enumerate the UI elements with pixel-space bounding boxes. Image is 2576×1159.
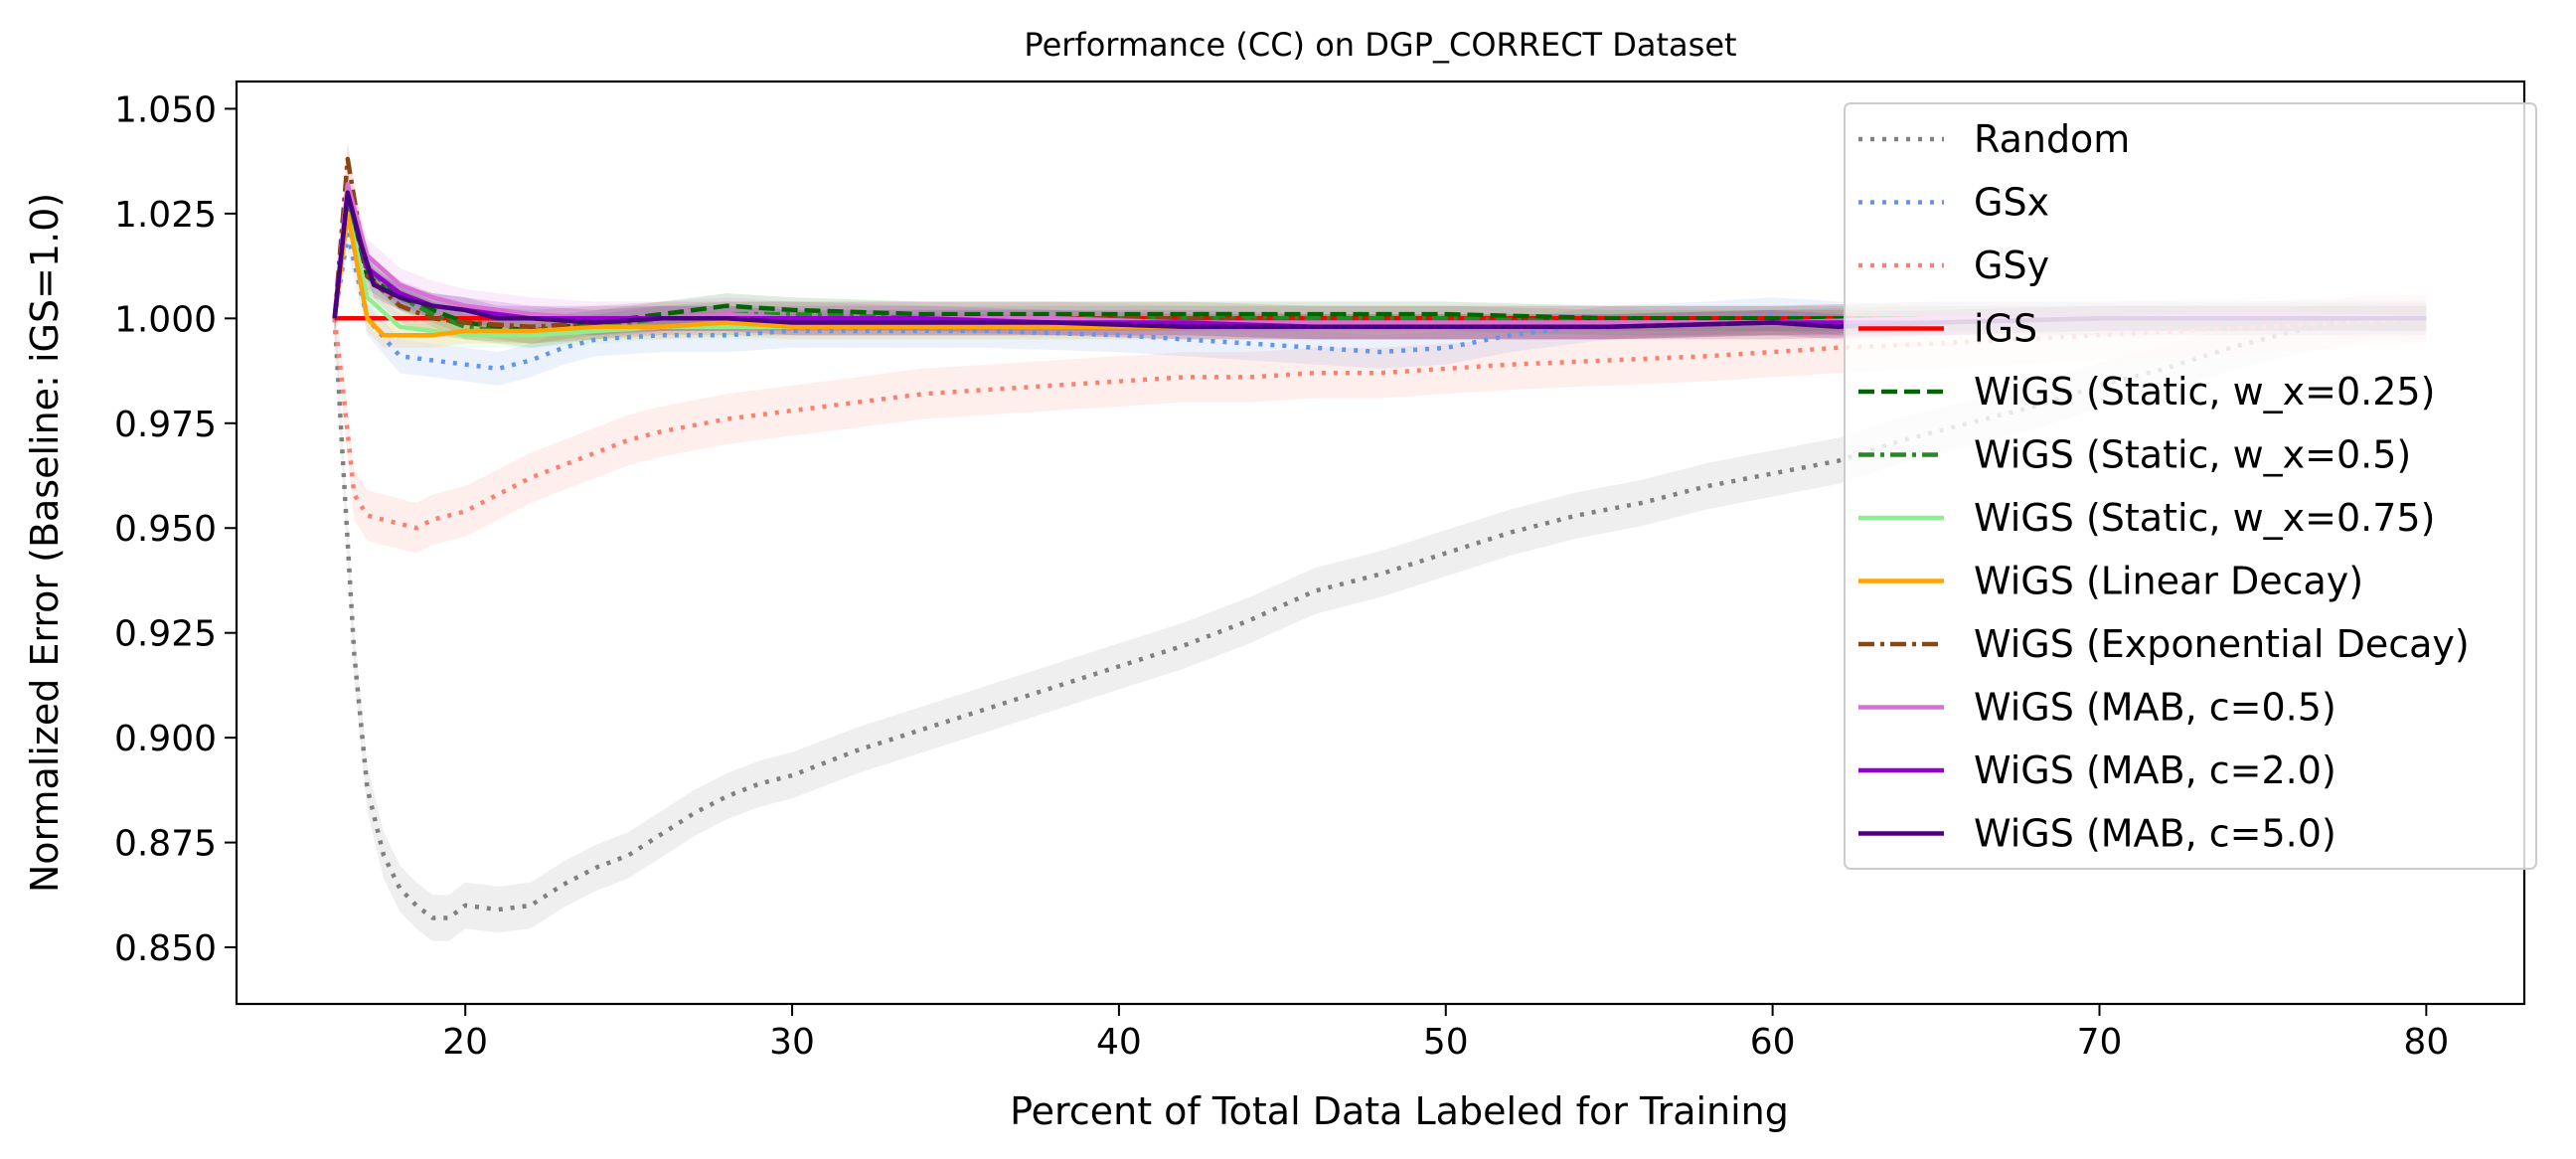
x-axis-label: Percent of Total Data Labeled for Traini… [1010,1089,1789,1133]
x-tick-label: 40 [1096,1022,1142,1063]
y-tick-label: 0.975 [114,405,217,445]
series-line-wigs-exponential-decay [332,156,2427,330]
y-tick-label: 0.925 [114,614,217,655]
legend-label-wigs-linear-decay: WiGS (Linear Decay) [1974,560,2363,603]
legend-label-wigs-mab-c-0-5: WiGS (MAB, c=0.5) [1974,686,2336,730]
band-wigs-static-w-x-0-25 [334,180,2427,344]
y-tick-label: 0.900 [114,719,217,759]
chart-title: Performance (CC) on DGP_CORRECT Dataset [1024,26,1736,64]
legend-label-random: Random [1974,117,2130,161]
y-tick-label: 0.875 [114,824,217,865]
legend-label-gsy: GSy [1974,244,2049,287]
y-tick-label: 1.000 [114,299,217,340]
legend-label-wigs-mab-c-5-0: WiGS (MAB, c=5.0) [1974,812,2336,856]
series-line-gsy [332,316,2427,531]
legend-box [1844,102,2537,870]
x-tick-label: 50 [1423,1022,1469,1063]
x-tick-label: 80 [2403,1022,2449,1063]
x-tick-label: 20 [442,1022,488,1063]
y-tick-label: 1.050 [114,89,217,130]
x-tick-label: 30 [769,1022,815,1063]
legend-label-wigs-mab-c-2-0: WiGS (MAB, c=2.0) [1974,748,2336,792]
legend-label-wigs-exponential-decay: WiGS (Exponential Decay) [1974,622,2470,666]
y-axis-ticks: 0.850 0.875 0.900 0.925 0.950 0.975 1.000 1.025… [114,89,237,969]
legend-label-wigs-static-w-x-0-5: WiGS (Static, w_x=0.5) [1974,433,2411,477]
y-tick-label: 1.025 [114,195,217,236]
x-axis-ticks: 20 30 40 50 60 70 80 [442,1004,2449,1063]
y-axis-label: Normalized Error (Baseline: iGS=1.0) [23,193,67,893]
y-tick-label: 0.850 [114,928,217,969]
x-tick-label: 60 [1750,1022,1796,1063]
legend: Random GSx GSy iGS WiGS (Static, w_x=0.25) Wi… [1844,102,2537,870]
series-line-wigs-static-w-x-0-25 [332,190,2427,334]
legend-label-wigs-static-w-x-0-75: WiGS (Static, w_x=0.75) [1974,496,2435,540]
y-tick-label: 0.950 [114,509,217,550]
x-tick-label: 70 [2077,1022,2123,1063]
legend-label-igs: iGS [1974,307,2037,351]
legend-label-gsx: GSx [1974,181,2049,225]
band-gsx [334,218,2427,386]
legend-label-wigs-static-w-x-0-25: WiGS (Static, w_x=0.25) [1974,370,2435,414]
series-line-wigs-mab-c-5-0 [332,190,2427,330]
